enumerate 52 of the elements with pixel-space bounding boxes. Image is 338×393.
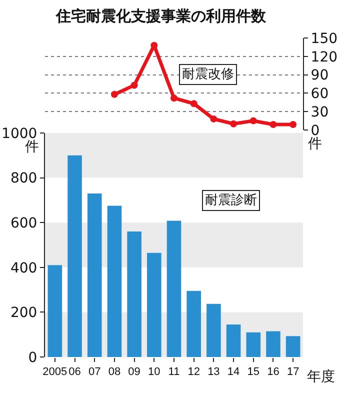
x-tick-label: 2005	[42, 366, 68, 378]
bar	[206, 304, 221, 357]
bar	[286, 336, 300, 357]
y-tick-label: 800	[10, 170, 38, 187]
x-tick-label: 15	[247, 366, 260, 378]
x-tick-label: 16	[267, 366, 280, 378]
bar	[166, 220, 182, 357]
bar	[87, 193, 102, 357]
series-label: 耐震改修	[182, 67, 234, 82]
y-tick-label: 120	[310, 49, 338, 66]
point	[270, 120, 277, 128]
y-tick-label: 150	[310, 30, 338, 47]
y-tick-label: 600	[10, 216, 38, 232]
point	[190, 100, 198, 108]
x-tick-label: 14	[227, 366, 240, 378]
bar	[266, 331, 280, 357]
x-tick-label: 09	[128, 366, 140, 378]
y-tick-label: 400	[10, 260, 38, 276]
point	[170, 94, 178, 102]
y-tick-label: 0	[28, 350, 38, 366]
bar	[186, 290, 201, 357]
chart-title: 住宅耐震化支援事業の利用件数	[55, 7, 267, 25]
x-tick-label: 13	[208, 366, 220, 378]
bar	[246, 332, 261, 357]
x-tick-label: 17	[286, 366, 300, 378]
x-tick-label: 11	[168, 366, 180, 378]
point	[250, 117, 257, 124]
bar	[127, 232, 142, 357]
y-tick-label: 200	[10, 305, 38, 322]
point	[130, 82, 138, 89]
y-tick-label: 30	[310, 104, 329, 120]
bar	[107, 206, 122, 357]
bar	[226, 324, 241, 357]
point	[110, 90, 118, 98]
bar	[68, 155, 82, 357]
y-axis-title: 件	[308, 136, 322, 152]
bar	[147, 252, 162, 357]
point	[230, 120, 238, 128]
point	[290, 120, 297, 128]
x-tick-label: 08	[108, 366, 121, 378]
y-tick-label: 90	[310, 68, 329, 84]
point	[150, 42, 158, 49]
x-tick-label: 10	[148, 366, 160, 378]
x-tick-label: 07	[88, 366, 101, 378]
text: 耐震診断	[205, 193, 257, 208]
point	[210, 115, 218, 122]
bar	[48, 265, 62, 357]
x-tick-label: 12	[188, 366, 200, 378]
x-axis-title: 年度	[307, 369, 335, 385]
y-axis-title: 件	[25, 139, 39, 155]
y-tick-label: 60	[310, 86, 329, 102]
x-tick-label: 06	[68, 366, 81, 378]
